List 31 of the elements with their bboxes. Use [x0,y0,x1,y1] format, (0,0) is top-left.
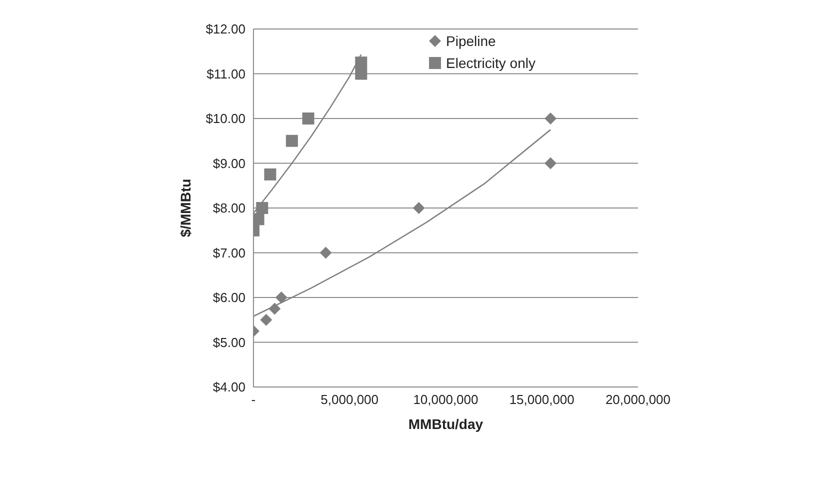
point [355,68,368,80]
point [260,314,272,326]
y-tick-label: $5.00 [212,334,246,350]
x-tick-label: 20,000,000 [605,392,671,408]
y-tick-label: $12.00 [206,22,246,37]
point [544,112,557,124]
x-axis-title: MMBtu/day [408,416,484,432]
y-tick-label: $11.00 [206,66,246,82]
x-tick-label: - [251,392,256,408]
y-axis-title: $/MMBtu [177,178,194,238]
point [275,292,288,304]
point [264,168,276,180]
y-tick-label: $9.00 [212,156,246,171]
point [355,56,368,69]
point [256,202,268,214]
y-tick-label: $6.00 [212,290,246,306]
y-tick-label: $8.00 [212,200,246,216]
x-tick-label: 5,000,000 [320,392,379,408]
point [286,134,298,147]
y-tick-label: $4.00 [212,380,246,395]
y-tick-label: $10.00 [206,111,246,126]
point [320,246,332,259]
x-tick-label: 15,000,000 [509,392,574,408]
legend-label: Electricity only [446,55,536,71]
y-tick-label: $7.00 [212,245,246,260]
legend-label: Pipeline [446,33,496,49]
point [302,112,314,124]
point [268,302,281,315]
x-tick-label: 10,000,000 [413,392,478,408]
point [544,157,557,170]
point [412,202,425,214]
